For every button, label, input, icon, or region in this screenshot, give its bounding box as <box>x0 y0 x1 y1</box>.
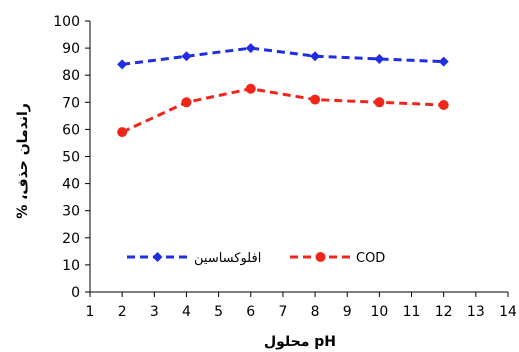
series-2-point <box>181 97 192 108</box>
y-tick-label: 100 <box>53 14 80 30</box>
y-axis-label: راندمان حذف، % <box>15 103 31 219</box>
legend-label: افلوکساسین <box>194 251 261 266</box>
legend-swatch-marker <box>315 252 326 262</box>
x-tick-label: 14 <box>499 304 517 320</box>
y-tick-label: 90 <box>62 41 80 57</box>
x-tick-label: 7 <box>278 304 287 320</box>
series-1-point <box>310 51 321 62</box>
y-tick-label: 10 <box>62 258 80 274</box>
legend: افلوکساسین COD <box>127 251 385 266</box>
legend-item-1: افلوکساسین <box>127 251 261 266</box>
x-axis-ticks: 1 2 3 4 5 6 7 8 9 10 11 12 13 14 <box>86 292 517 320</box>
x-tick-label: 3 <box>150 304 159 320</box>
series-1-point <box>438 56 449 67</box>
x-tick-label: 13 <box>467 304 485 320</box>
y-tick-label: 60 <box>62 122 80 138</box>
y-tick-label: 30 <box>62 204 80 220</box>
y-tick-label: 40 <box>62 177 80 193</box>
series-2 <box>117 83 449 138</box>
x-tick-label: 1 <box>86 304 95 320</box>
y-axis-ticks: 0 10 20 30 40 50 60 70 80 90 100 <box>53 14 90 301</box>
series-1-line <box>121 46 444 66</box>
y-tick-label: 50 <box>62 150 80 166</box>
series-2-point <box>310 94 321 105</box>
y-tick-label: 20 <box>62 231 80 247</box>
series-2-line <box>121 87 444 134</box>
x-tick-label: 6 <box>246 304 255 320</box>
series-2-point <box>245 83 256 94</box>
series-1-point <box>245 43 256 54</box>
x-tick-label: 11 <box>403 304 421 320</box>
series-layer <box>117 43 449 138</box>
x-tick-label: 8 <box>311 304 320 320</box>
y-tick-label: 80 <box>62 68 80 84</box>
y-tick-label: 70 <box>62 95 80 111</box>
y-tick-label: 0 <box>71 285 80 301</box>
x-tick-label: 9 <box>343 304 352 320</box>
x-tick-label: 12 <box>435 304 453 320</box>
x-tick-label: 4 <box>182 304 191 320</box>
series-2-point <box>374 97 385 108</box>
x-axis-label: pH محلول <box>264 334 336 350</box>
series-1-point <box>374 53 385 64</box>
legend-label: COD <box>356 251 385 266</box>
x-tick-label: 5 <box>214 304 223 320</box>
series-1-point <box>117 59 128 70</box>
x-tick-label: 2 <box>118 304 127 320</box>
legend-swatch-marker <box>152 252 163 262</box>
series-2-point <box>438 100 449 111</box>
series-1 <box>117 43 449 70</box>
series-1-point <box>181 51 192 62</box>
series-2-point <box>117 127 128 138</box>
legend-item-2: COD <box>290 251 385 266</box>
x-tick-label: 10 <box>370 304 388 320</box>
